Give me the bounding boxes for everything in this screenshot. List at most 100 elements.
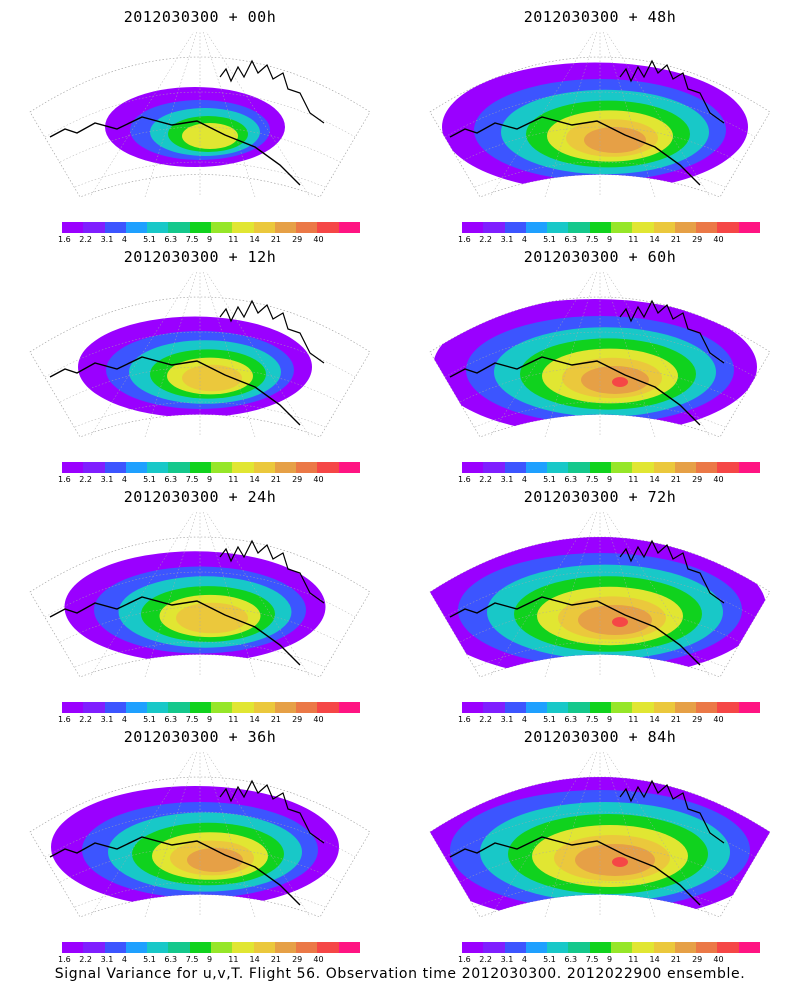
colorbar-tick-label: 14 (649, 955, 660, 964)
colorbar-segment (104, 942, 126, 953)
colorbar-tick-label: 40 (713, 235, 724, 244)
colorbar-segment (653, 222, 675, 233)
colorbar-labels: 1.6 2.2 3.1 4 5.1 6.3 7.5 9 11 14 21 29 40 (58, 955, 356, 965)
colorbar-tick-label: 5.1 (543, 955, 556, 964)
colorbar-segment (147, 222, 169, 233)
colorbar-segment (104, 702, 126, 713)
colorbar-segment (674, 942, 697, 953)
colorbar-tick-label: 11 (628, 235, 639, 244)
colorbar-tick-label: 1.6 (58, 475, 71, 484)
colorbar-segment (125, 222, 148, 233)
colorbar-labels: 1.6 2.2 3.1 4 5.1 6.3 7.5 9 11 14 21 29 40 (458, 955, 756, 965)
colorbar-segment (717, 942, 739, 953)
colorbar-segment (547, 462, 569, 473)
colorbar-tick-label: 5.1 (143, 955, 156, 964)
colorbar-segment (317, 222, 339, 233)
colorbar-segment (632, 942, 654, 953)
colorbar-tick-label: 3.1 (500, 235, 514, 244)
colorbar-segment (483, 222, 505, 233)
colorbar-segment (589, 942, 611, 953)
coastline (49, 836, 301, 906)
colorbar-segment (738, 222, 760, 233)
colorbar (62, 942, 360, 953)
arctic-islands (619, 539, 725, 604)
colorbar-segment (62, 942, 84, 953)
colorbar-tick-label: 40 (313, 235, 324, 244)
colorbar-segment (589, 222, 611, 233)
colorbar-tick-label: 40 (713, 475, 724, 484)
colorbar-segment (462, 462, 484, 473)
colorbar-tick-label: 6.3 (564, 235, 578, 244)
colorbar (62, 702, 360, 713)
colorbar-segment (338, 702, 360, 713)
colorbar-tick-label: 9 (206, 715, 213, 724)
colorbar-tick-label: 9 (606, 715, 613, 724)
colorbar-segment (147, 702, 169, 713)
colorbar-segment (632, 462, 654, 473)
arctic-islands (219, 779, 325, 844)
colorbar-segment (547, 222, 569, 233)
coastline (449, 356, 701, 426)
colorbar-tick-label: 14 (649, 235, 660, 244)
colorbar-segment (83, 702, 105, 713)
colorbar-segment (525, 462, 548, 473)
colorbar-tick-label: 2.2 (479, 955, 493, 964)
colorbar (62, 222, 360, 233)
colorbar-tick-label: 14 (249, 235, 260, 244)
panel-title: 2012030300 + 72h (523, 488, 677, 506)
variance-map (429, 272, 771, 438)
colorbar-tick-label: 1.6 (58, 235, 71, 244)
colorbar-segment (568, 462, 590, 473)
colorbar-tick-label (335, 235, 356, 245)
colorbar-tick-label: 29 (292, 955, 303, 964)
colorbar-tick-label: 14 (249, 475, 260, 484)
colorbar-tick-label: 4 (121, 955, 127, 964)
colorbar-segment (483, 462, 505, 473)
colorbar-segment (462, 702, 484, 713)
colorbar-segment (83, 462, 105, 473)
colorbar-tick-label: 9 (206, 475, 213, 484)
colorbar-tick-label: 6.3 (164, 715, 178, 724)
colorbar-tick-label: 11 (228, 715, 239, 724)
colorbar-tick-label: 4 (521, 715, 527, 724)
colorbar-tick-label: 29 (292, 235, 303, 244)
colorbar-segment (610, 462, 633, 473)
colorbar-segment (168, 942, 190, 953)
colorbar-tick-label: 3.1 (500, 715, 514, 724)
panel-title: 2012030300 + 48h (523, 8, 677, 26)
colorbar-tick-label: 7.5 (585, 955, 599, 964)
coastline (49, 116, 301, 186)
colorbar-segment (232, 942, 254, 953)
colorbar-tick-label: 40 (713, 955, 724, 964)
colorbar-segment (147, 942, 169, 953)
colorbar-tick-label: 40 (313, 715, 324, 724)
colorbar-tick-label: 9 (206, 235, 213, 244)
colorbar-tick-label: 2.2 (479, 475, 493, 484)
colorbar-tick-label: 29 (692, 715, 703, 724)
coastline (449, 836, 701, 906)
colorbar-segment (296, 942, 318, 953)
colorbar-labels: 1.6 2.2 3.1 4 5.1 6.3 7.5 9 11 14 21 29 40 (58, 715, 356, 725)
figure-caption: Signal Variance for u,v,T. Flight 56. Ob… (54, 966, 746, 982)
colorbar-tick-label: 1.6 (58, 715, 71, 724)
colorbar-tick-label (335, 475, 356, 485)
colorbar-segment (653, 702, 675, 713)
variance-map (29, 32, 371, 198)
colorbar-tick-label: 7.5 (585, 715, 599, 724)
colorbar-labels: 1.6 2.2 3.1 4 5.1 6.3 7.5 9 11 14 21 29 40 (458, 715, 756, 725)
colorbar-tick-label: 2.2 (479, 235, 493, 244)
colorbar-tick-label: 6.3 (564, 955, 578, 964)
colorbar-segment (653, 942, 675, 953)
colorbar-tick-label: 7.5 (185, 235, 199, 244)
colorbar-tick-label: 3.1 (100, 235, 114, 244)
colorbar-segment (232, 462, 254, 473)
colorbar-segment (525, 222, 548, 233)
colorbar-segment (696, 462, 718, 473)
colorbar-tick-label: 7.5 (185, 475, 199, 484)
colorbar-tick-label: 11 (628, 715, 639, 724)
colorbar-segment (632, 222, 654, 233)
colorbar-tick-label: 21 (270, 235, 281, 244)
panel-title: 2012030300 + 84h (523, 728, 677, 746)
variance-map (29, 272, 371, 438)
colorbar-tick-label: 2.2 (79, 475, 93, 484)
